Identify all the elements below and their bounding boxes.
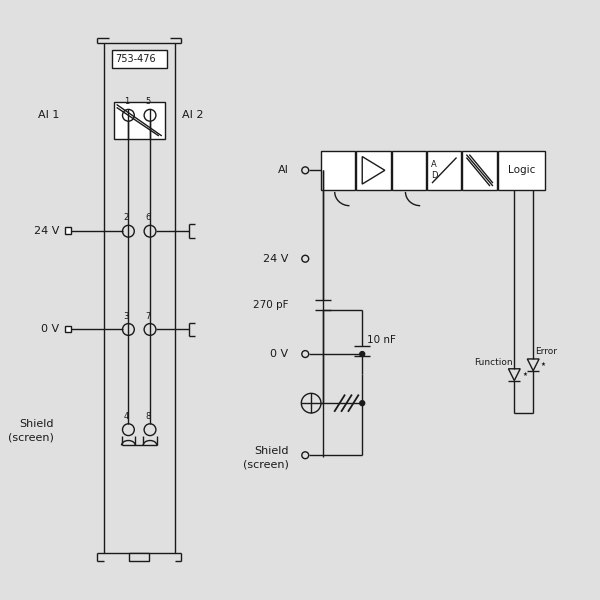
Circle shape [360,401,365,406]
Text: AI 2: AI 2 [182,110,204,120]
Bar [498,151,545,190]
Circle shape [360,352,365,356]
Bar [130,553,149,562]
Text: 6: 6 [145,214,151,223]
Bar [356,151,391,190]
Text: 3: 3 [124,311,129,320]
Text: A: A [431,160,437,169]
Text: 270 pF: 270 pF [253,300,289,310]
Text: 0 V: 0 V [271,349,289,359]
Text: Function: Function [474,358,512,367]
Text: Shield: Shield [254,446,289,457]
Text: 7: 7 [145,311,151,320]
Text: 4: 4 [124,412,129,421]
Text: Logic: Logic [508,166,535,175]
Text: 24 V: 24 V [34,226,59,236]
Text: 753-476: 753-476 [116,54,156,64]
Text: 5: 5 [145,97,151,106]
Text: AI: AI [278,166,289,175]
Text: Shield: Shield [19,419,54,429]
Bar [321,151,355,190]
Text: ★: ★ [522,372,527,377]
Text: 8: 8 [145,412,151,421]
Bar [65,326,71,332]
Bar [463,151,497,190]
Text: 10 nF: 10 nF [367,335,396,345]
Text: 2: 2 [124,214,129,223]
Text: (screen): (screen) [8,433,54,443]
Bar [65,227,71,234]
Text: Error: Error [535,347,557,356]
Text: 0 V: 0 V [41,325,59,334]
Text: 1: 1 [124,97,129,106]
Text: ★: ★ [541,362,546,367]
Text: D: D [431,171,437,180]
Bar [427,151,461,190]
Text: (screen): (screen) [242,459,289,469]
Bar [112,50,167,68]
Text: AI 1: AI 1 [38,110,59,120]
Text: 24 V: 24 V [263,254,289,264]
Bar [104,43,175,553]
Bar [113,101,165,139]
Bar [392,151,426,190]
